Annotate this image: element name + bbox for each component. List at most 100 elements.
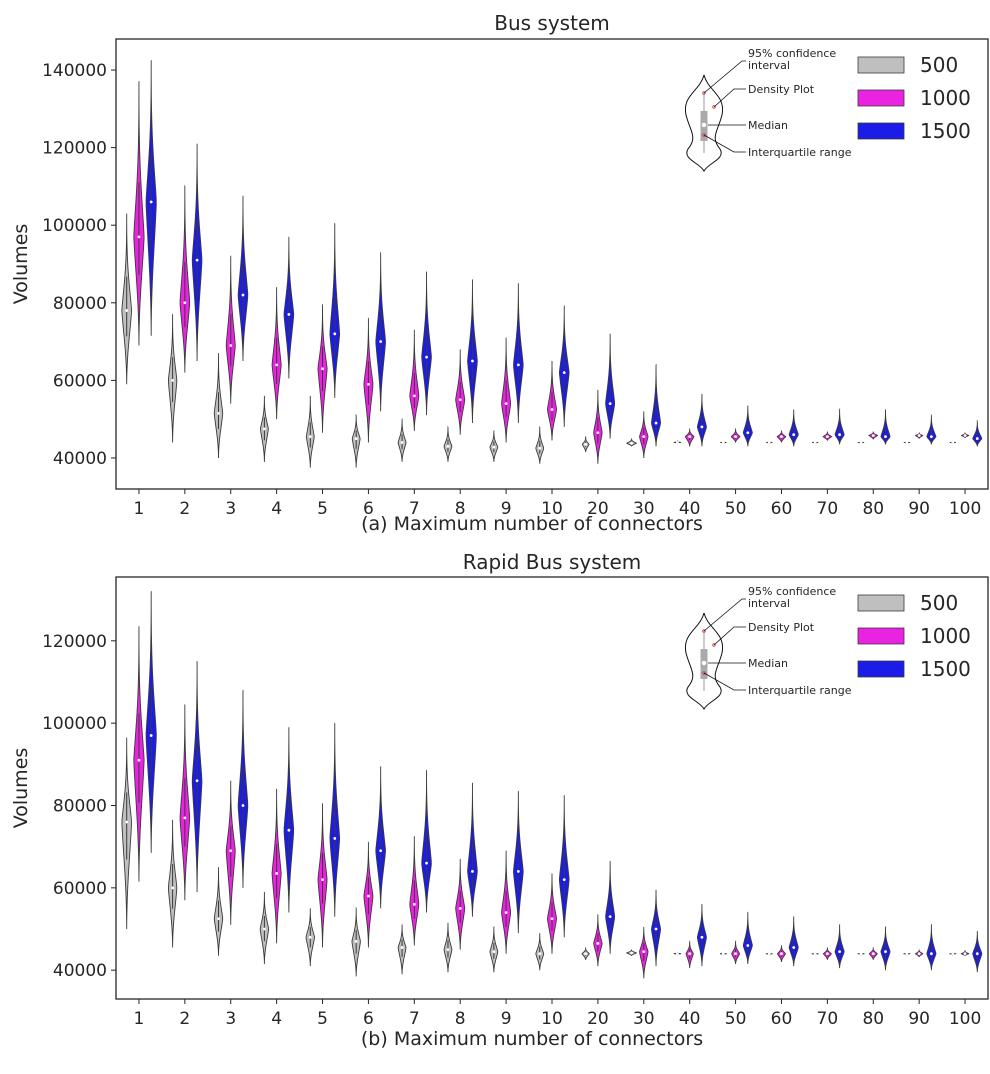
inset-label-line: 95% confidence [748, 585, 836, 598]
violin-500-6 [351, 908, 361, 977]
x-tick-label: 100 [949, 1009, 981, 1029]
violin-500-80 [857, 952, 865, 956]
legend-label-500: 500 [920, 591, 958, 615]
violin-median [504, 911, 508, 914]
x-tick-label: 6 [363, 1009, 374, 1029]
violin-1000-1 [133, 80, 145, 346]
violin-1500-2 [191, 660, 203, 892]
violin-median [859, 441, 863, 444]
legend-swatch-1500 [857, 122, 905, 140]
violin-median [400, 946, 404, 949]
violin-median [929, 435, 933, 439]
x-tick-label: 30 [633, 1009, 655, 1029]
violin-1000-60 [776, 945, 786, 962]
violin-1000-40 [685, 940, 694, 969]
violin-median [446, 444, 450, 448]
violin-1500-60 [788, 916, 799, 967]
violin-500-5 [305, 908, 316, 967]
violin-median [746, 431, 750, 435]
violin-1000-80 [868, 947, 878, 960]
violin-1000-80 [868, 431, 879, 440]
violin-median [838, 950, 842, 954]
violin-median [125, 309, 129, 312]
violin-median [767, 952, 771, 956]
x-axis-title: (b) Maximum number of connectors [361, 1028, 703, 1050]
violin-1500-4 [283, 727, 295, 913]
x-tick-label: 7 [409, 1009, 420, 1029]
violin-median [734, 952, 737, 956]
legend-swatch-500 [857, 56, 905, 74]
violin-median [630, 951, 633, 955]
violin-median [813, 441, 817, 444]
violin-500-8 [443, 922, 453, 973]
x-tick-label: 90 [908, 499, 930, 519]
violin-median [905, 441, 909, 444]
violin-1500-40 [697, 903, 707, 967]
inset-label-ci: 95% confidence interval [748, 47, 836, 72]
violin-median [379, 340, 383, 343]
x-tick-label: 50 [725, 499, 747, 519]
violin-1000-30 [639, 925, 649, 979]
inset-marker-iqr [702, 133, 706, 137]
violin-500-70 [811, 952, 819, 956]
violin-1000-5 [317, 303, 328, 433]
violin-500-1 [121, 737, 132, 930]
inset-label-line: 95% confidence [748, 47, 836, 60]
violin-median [183, 816, 187, 820]
violin-median [321, 878, 324, 882]
violin-median [676, 952, 679, 956]
violin-500-40 [673, 952, 682, 956]
violin-500-30 [626, 949, 637, 956]
legend-swatch-1000 [857, 89, 905, 107]
violin-1000-90 [915, 949, 924, 958]
legend-label-1500: 1500 [920, 119, 971, 143]
violin-median [884, 950, 887, 954]
legend-label-1000: 1000 [920, 86, 971, 110]
violin-1500-50 [742, 405, 753, 447]
violin-500-10 [535, 932, 545, 971]
violin-1000-10 [547, 360, 557, 441]
violin-1000-9 [501, 850, 512, 954]
violin-1500-70 [834, 408, 845, 445]
x-tick-label: 70 [817, 499, 839, 519]
violin-median [734, 435, 737, 439]
violin-1500-5 [329, 222, 341, 398]
y-tick-label: 120000 [42, 632, 107, 652]
violin-median [975, 952, 979, 956]
inset-leader-density [713, 626, 746, 646]
violin-median [838, 433, 842, 437]
x-tick-label: 2 [179, 499, 190, 519]
violin-median [676, 441, 679, 444]
violin-1500-60 [788, 409, 799, 447]
inset-leader-iqr [703, 672, 746, 691]
inset-marker-ci [702, 91, 706, 95]
plot-frame [115, 38, 989, 490]
violin-500-3 [213, 353, 224, 458]
violin-median [975, 437, 979, 440]
inset-median-dot [701, 122, 707, 128]
inset-marker-density [712, 105, 716, 109]
violin-median [412, 902, 416, 906]
violin-median [492, 950, 496, 954]
violin-1000-100 [960, 949, 970, 956]
violin-1500-100 [972, 420, 983, 447]
violin-1000-9 [501, 337, 512, 443]
x-tick-label: 2 [179, 1009, 190, 1029]
inset-leader-ci [703, 598, 746, 632]
violin-median [262, 927, 266, 931]
violin-500-9 [489, 430, 499, 462]
y-tick-label: 40000 [53, 449, 107, 469]
x-tick-label: 20 [587, 1009, 609, 1029]
violin-1500-30 [651, 889, 661, 967]
inset-diagram: 95% confidence interval Density Plot Median… [684, 47, 852, 173]
violin-1500-10 [558, 306, 570, 427]
violin-500-100 [949, 952, 957, 956]
violin-median [308, 935, 312, 939]
inset-label-line: interval [748, 59, 790, 72]
violin-median [471, 869, 474, 873]
violin-1500-7 [421, 271, 432, 416]
y-tick-label: 80000 [53, 294, 107, 314]
violin-1000-100 [960, 432, 970, 438]
violin-median [354, 437, 358, 440]
violin-median [884, 435, 887, 439]
